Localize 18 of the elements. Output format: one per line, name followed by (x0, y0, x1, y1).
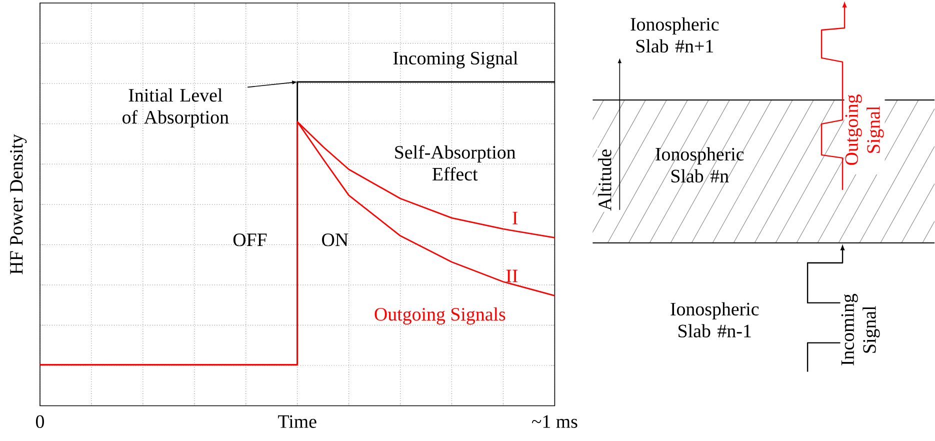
x-tick-label: 0 (36, 415, 44, 428)
annotation: Initial Level of Absorption (122, 88, 229, 128)
annotation: Self-Absorption Effect (395, 145, 516, 181)
series-label: I (512, 212, 518, 224)
text: Ionospheric Slab #n-1 (670, 302, 759, 338)
text: Incoming Signal (841, 294, 880, 366)
series-label: Incoming Signal (393, 51, 518, 69)
series-label: II (506, 270, 518, 282)
annotation: ON (322, 234, 348, 246)
text: Outgoing Signal (845, 94, 884, 165)
annotation: OFF (233, 234, 267, 246)
y-axis-title: HF Power Density (10, 134, 27, 274)
text: Ionospheric Slab #n+1 (630, 18, 719, 53)
annotation: Outgoing Signals (374, 307, 506, 325)
x-tick-label: ~1 ms (532, 415, 578, 428)
text: Altitude (598, 150, 612, 211)
x-axis-title: Time (278, 415, 316, 428)
text: Ionospheric Slab #n (656, 147, 744, 183)
